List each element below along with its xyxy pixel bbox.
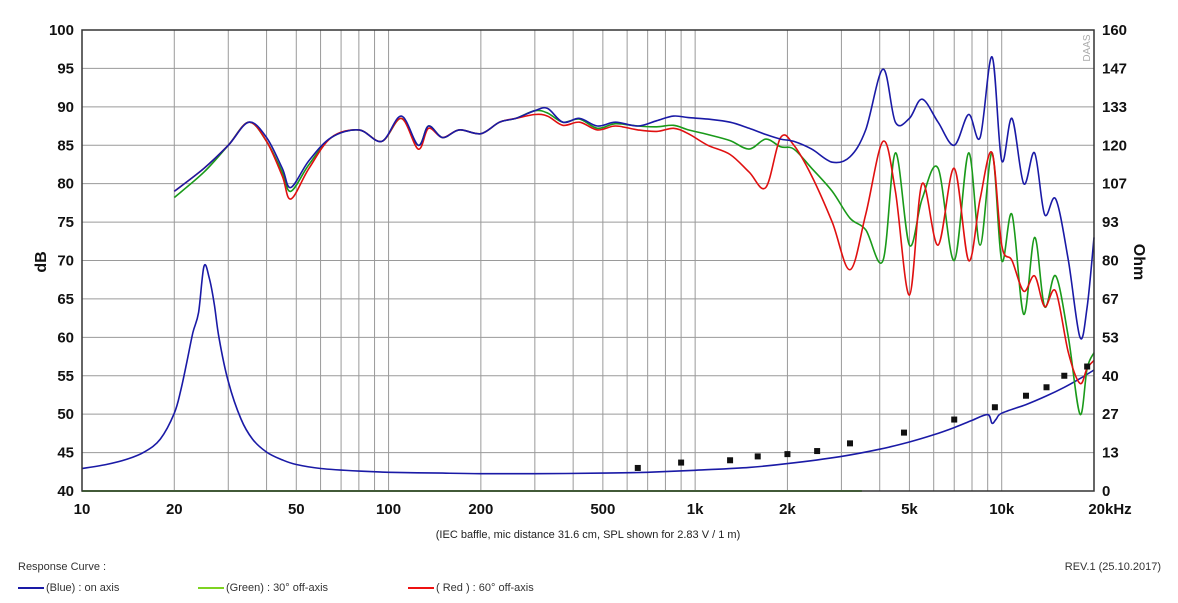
y2-tick-label: 93	[1102, 214, 1119, 231]
x-tick-label: 1k	[687, 501, 704, 518]
legend-swatch-green	[198, 587, 224, 589]
plot-frame	[81, 29, 1095, 492]
legend-label-blue: (Blue) : on axis	[46, 582, 120, 594]
revision-label: REV.1 (25.10.2017)	[1064, 561, 1161, 573]
y-tick-label: 95	[57, 60, 74, 77]
x-tick-label: 100	[376, 501, 401, 518]
y2-tick-label: 53	[1102, 329, 1119, 346]
y2-tick-label: 0	[1102, 483, 1110, 500]
y2-tick-label: 27	[1102, 406, 1119, 423]
x-tick-label: 10k	[989, 501, 1015, 518]
x-tick-label: 20kHz	[1088, 501, 1131, 518]
x-tick-label: 500	[590, 501, 615, 518]
chart-caption: (IEC baffle, mic distance 31.6 cm, SPL s…	[436, 529, 740, 541]
y-tick-label: 60	[57, 329, 74, 346]
measurement-marker	[784, 451, 791, 458]
y-tick-label: 75	[57, 214, 74, 231]
legend-item-blue: (Blue) : on axis	[18, 582, 119, 594]
measurement-marker	[678, 459, 685, 466]
y2-axis-ticks: 0 13 27 40 53 67 80 93 107 120 133 147 160	[1102, 22, 1127, 500]
legend-label-green: (Green) : 30° off-axis	[226, 582, 329, 594]
response-chart: 40 45 50 55 60 65 70 75 80 85 90 95 100 0 13 27 40 53 67 8…	[33, 22, 1147, 541]
measurement-marker	[754, 453, 761, 460]
y-tick-label: 50	[57, 406, 74, 423]
legend-item-green: (Green) : 30° off-axis	[198, 582, 328, 594]
y2-tick-label: 133	[1102, 99, 1127, 116]
y-axis-title: dB	[33, 251, 50, 272]
y2-tick-label: 40	[1102, 368, 1119, 385]
y-tick-label: 70	[57, 253, 74, 270]
measurement-marker	[1022, 392, 1029, 399]
y2-tick-label: 120	[1102, 137, 1127, 154]
y-tick-label: 45	[57, 445, 74, 462]
x-tick-label: 10	[74, 501, 91, 518]
on-axis-curve	[173, 56, 1095, 340]
y-tick-label: 55	[57, 368, 74, 385]
y-axis-ticks: 40 45 50 55 60 65 70 75 80 85 90 95 100	[49, 22, 74, 500]
markers	[634, 363, 1091, 471]
x-tick-label: 2k	[779, 501, 796, 518]
measurement-marker	[1061, 372, 1068, 379]
x-tick-label: 20	[166, 501, 183, 518]
measurement-marker	[1043, 384, 1050, 391]
measurement-marker	[847, 440, 854, 447]
x-tick-label: 50	[288, 501, 305, 518]
y2-tick-label: 67	[1102, 291, 1119, 308]
y2-tick-label: 147	[1102, 60, 1127, 77]
measurement-marker	[634, 464, 641, 471]
legend-label-red: ( Red ) : 60° off-axis	[436, 582, 534, 594]
y-tick-label: 90	[57, 99, 74, 116]
x-tick-label: 200	[468, 501, 493, 518]
y2-tick-label: 13	[1102, 445, 1119, 462]
grid	[81, 29, 1095, 492]
measurement-marker	[1084, 363, 1091, 370]
y-tick-label: 40	[57, 483, 74, 500]
measurement-marker	[727, 457, 734, 464]
measurement-marker	[991, 404, 998, 411]
impedance-curve	[81, 263, 1095, 475]
legend-swatch-blue	[18, 587, 44, 589]
measurement-marker	[900, 429, 907, 436]
watermark: DAAS	[1082, 34, 1093, 62]
measurement-marker	[814, 448, 821, 455]
legend-swatch-red	[408, 587, 434, 589]
legend-item-red: ( Red ) : 60° off-axis	[408, 582, 534, 594]
y-tick-label: 100	[49, 22, 74, 39]
measurement-marker	[951, 416, 958, 423]
response-curve-label: Response Curve :	[18, 561, 107, 573]
y2-axis-title: Ohm	[1130, 244, 1147, 280]
y-tick-label: 65	[57, 291, 74, 308]
y2-tick-label: 160	[1102, 22, 1127, 39]
y2-tick-label: 80	[1102, 253, 1119, 270]
y-tick-label: 80	[57, 176, 74, 193]
x-axis-ticks: 10 20 50 100 200 500 1k 2k 5k 10k 20kHz	[74, 501, 1132, 518]
x-tick-label: 5k	[901, 501, 918, 518]
y-tick-label: 85	[57, 137, 74, 154]
y2-tick-label: 107	[1102, 176, 1127, 193]
